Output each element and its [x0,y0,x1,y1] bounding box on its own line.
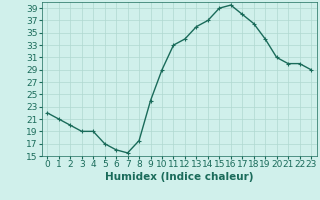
X-axis label: Humidex (Indice chaleur): Humidex (Indice chaleur) [105,172,253,182]
